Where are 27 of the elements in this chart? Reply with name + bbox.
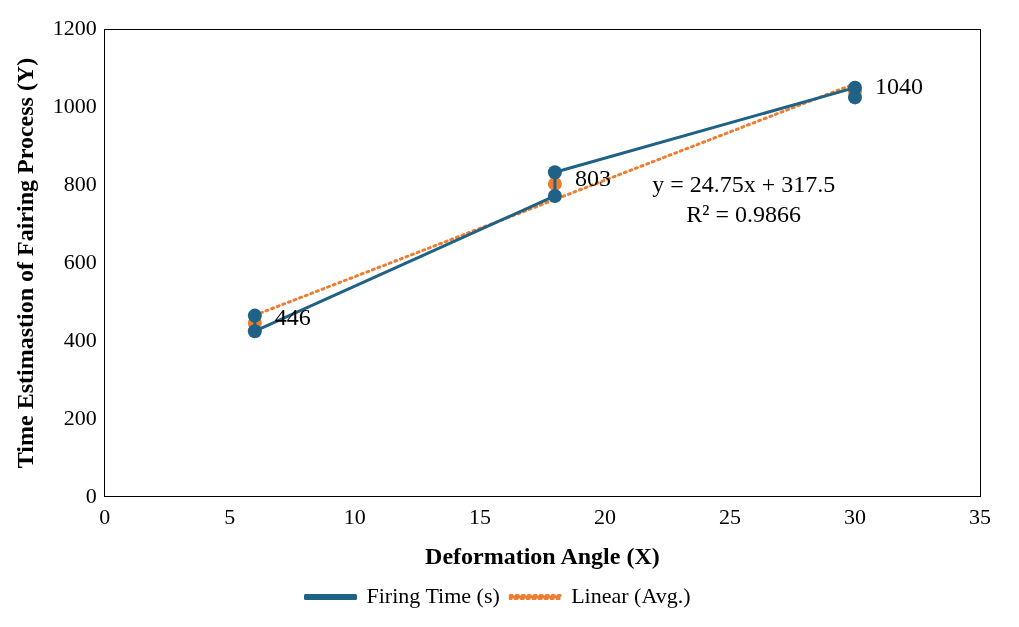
x-tick-label: 35 bbox=[969, 503, 991, 529]
point bbox=[547, 188, 562, 203]
data-label: 803 bbox=[574, 165, 611, 192]
y-tick-label: 1200 bbox=[52, 14, 97, 40]
y-tick-label: 400 bbox=[63, 326, 97, 352]
y-tick-label: 200 bbox=[63, 404, 97, 430]
x-tick-label: 15 bbox=[468, 503, 491, 529]
y-tick-label: 800 bbox=[63, 170, 97, 196]
point bbox=[247, 308, 262, 323]
annotation: y = 24.75x + 317.5 bbox=[652, 171, 836, 198]
point bbox=[547, 165, 562, 180]
x-axis-title: Deformation Angle (X) bbox=[425, 542, 660, 569]
x-tick-label: 10 bbox=[343, 503, 366, 529]
x-tick-label: 30 bbox=[843, 503, 866, 529]
point bbox=[847, 90, 862, 105]
x-tick-label: 25 bbox=[718, 503, 741, 529]
annotation: R² = 0.9866 bbox=[686, 201, 802, 228]
x-tick-label: 20 bbox=[593, 503, 616, 529]
point bbox=[247, 324, 262, 339]
y-tick-label: 1000 bbox=[52, 92, 97, 118]
y-axis-title: Time Estimastion of Fairing Process (Y) bbox=[11, 57, 38, 469]
legend-label: Linear (Avg.) bbox=[571, 582, 691, 608]
legend-label: Firing Time (s) bbox=[366, 582, 500, 608]
x-tick-label: 5 bbox=[224, 503, 236, 529]
data-label: 1040 bbox=[874, 72, 923, 99]
y-tick-label: 600 bbox=[63, 248, 97, 274]
y-tick-label: 0 bbox=[85, 482, 97, 508]
